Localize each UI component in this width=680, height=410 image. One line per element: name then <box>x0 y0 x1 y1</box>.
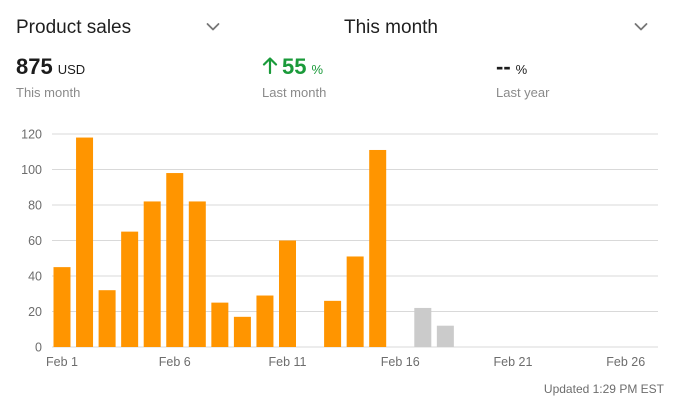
y-tick-label: 80 <box>28 199 42 213</box>
bar <box>414 307 432 347</box>
bar <box>211 302 229 347</box>
stat-last-year: -- % Last year <box>496 54 549 100</box>
stat-label: Last month <box>262 85 327 100</box>
bar <box>166 173 184 347</box>
period-dropdown-label: This month <box>344 17 438 38</box>
bar <box>76 137 94 347</box>
bar <box>233 316 251 347</box>
metric-dropdown-label: Product sales <box>16 17 132 38</box>
chevron-down-icon <box>634 22 648 32</box>
stat-value: 875 <box>16 54 53 79</box>
stat-value: -- <box>496 54 511 79</box>
period-dropdown[interactable]: This month <box>344 14 656 42</box>
bar <box>98 290 116 347</box>
x-tick-label: Feb 26 <box>606 355 645 369</box>
x-tick-label: Feb 1 <box>46 355 78 369</box>
y-tick-label: 60 <box>28 234 42 248</box>
bar <box>53 267 71 347</box>
y-tick-label: 100 <box>21 163 42 177</box>
stat-unit: % <box>311 62 324 77</box>
x-tick-label: Feb 21 <box>494 355 533 369</box>
bar <box>324 300 342 347</box>
y-tick-label: 40 <box>28 270 42 284</box>
stat-label: Last year <box>496 85 550 100</box>
y-tick-label: 20 <box>28 305 42 319</box>
bar <box>279 240 296 347</box>
stat-last-month: 55 % Last month <box>262 54 326 100</box>
bar <box>143 201 161 347</box>
sales-bar-chart: 0 20 40 60 80 100 120 Feb 1 Feb 6 Feb 11 Feb 16 Feb… <box>21 128 658 369</box>
updated-timestamp: Updated 1:29 PM EST <box>543 382 664 396</box>
bar <box>121 231 139 347</box>
bar <box>346 256 364 347</box>
bar <box>256 295 274 347</box>
y-tick-label: 0 <box>35 341 42 355</box>
stat-unit: % <box>515 62 528 77</box>
x-tick-label: Feb 11 <box>269 355 307 369</box>
stat-label: This month <box>16 85 81 100</box>
chevron-down-icon <box>206 22 220 32</box>
arrow-up-icon <box>262 56 278 79</box>
metric-dropdown[interactable]: Product sales <box>16 14 226 42</box>
stat-value: 55 <box>282 54 307 79</box>
x-tick-label: Feb 16 <box>381 355 420 369</box>
stat-unit: USD <box>57 62 86 77</box>
bar <box>188 201 206 347</box>
bar <box>369 149 387 347</box>
bar <box>436 325 454 347</box>
y-tick-label: 120 <box>21 128 42 142</box>
stat-this-month: 875 USD This month <box>16 54 85 100</box>
x-tick-label: Feb 6 <box>159 355 191 369</box>
